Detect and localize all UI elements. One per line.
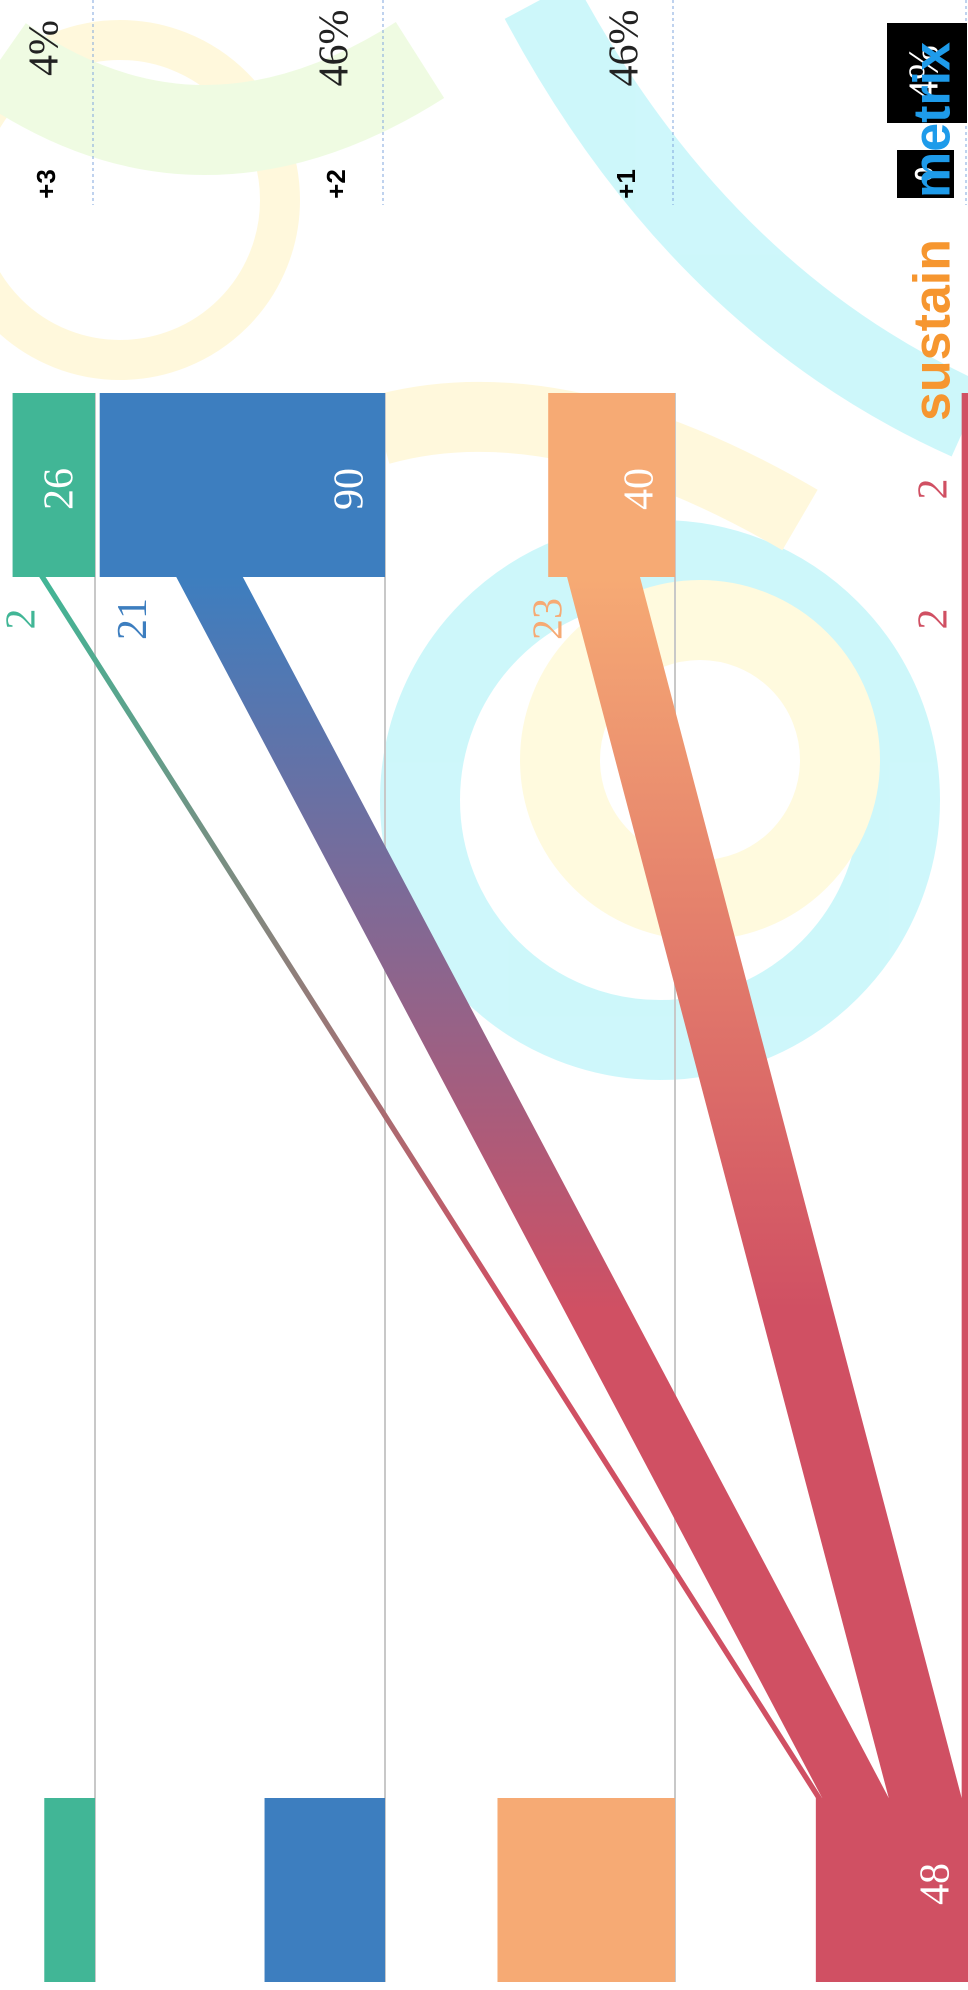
end-bar <box>961 393 968 1982</box>
start-bar <box>264 1798 385 1982</box>
end-bar <box>548 393 675 577</box>
level-label: +2 <box>321 169 351 199</box>
share-label: 4% <box>902 45 948 101</box>
flow <box>39 577 823 1798</box>
legend-box <box>897 150 954 198</box>
start-bar <box>497 1798 675 1982</box>
flow-label: 2 <box>911 609 957 630</box>
end-label: 2 <box>911 479 957 500</box>
share-label: 46% <box>602 10 648 87</box>
level-label: +3 <box>31 169 61 199</box>
flow <box>176 577 889 1798</box>
logo-text: sustain <box>904 239 962 421</box>
start-bar <box>44 1798 95 1982</box>
legend-box <box>887 23 967 123</box>
source-bar <box>815 1798 968 1982</box>
source-label: 48 <box>913 1863 959 1905</box>
flow-label: 21 <box>110 598 156 640</box>
flow-label: 23 <box>526 598 572 640</box>
share-label: 4% <box>22 20 68 76</box>
end-bar <box>12 393 95 577</box>
end-label: 26 <box>37 468 83 510</box>
flow <box>567 577 962 1798</box>
end-label: 40 <box>617 468 663 510</box>
level-label: 0 <box>909 167 939 181</box>
logo-text: metrix <box>904 42 962 198</box>
level-label: +1 <box>611 169 641 199</box>
flow-label: 2 <box>0 609 45 630</box>
end-bar <box>99 393 385 577</box>
share-label: 46% <box>312 10 358 87</box>
end-label: 90 <box>327 468 373 510</box>
